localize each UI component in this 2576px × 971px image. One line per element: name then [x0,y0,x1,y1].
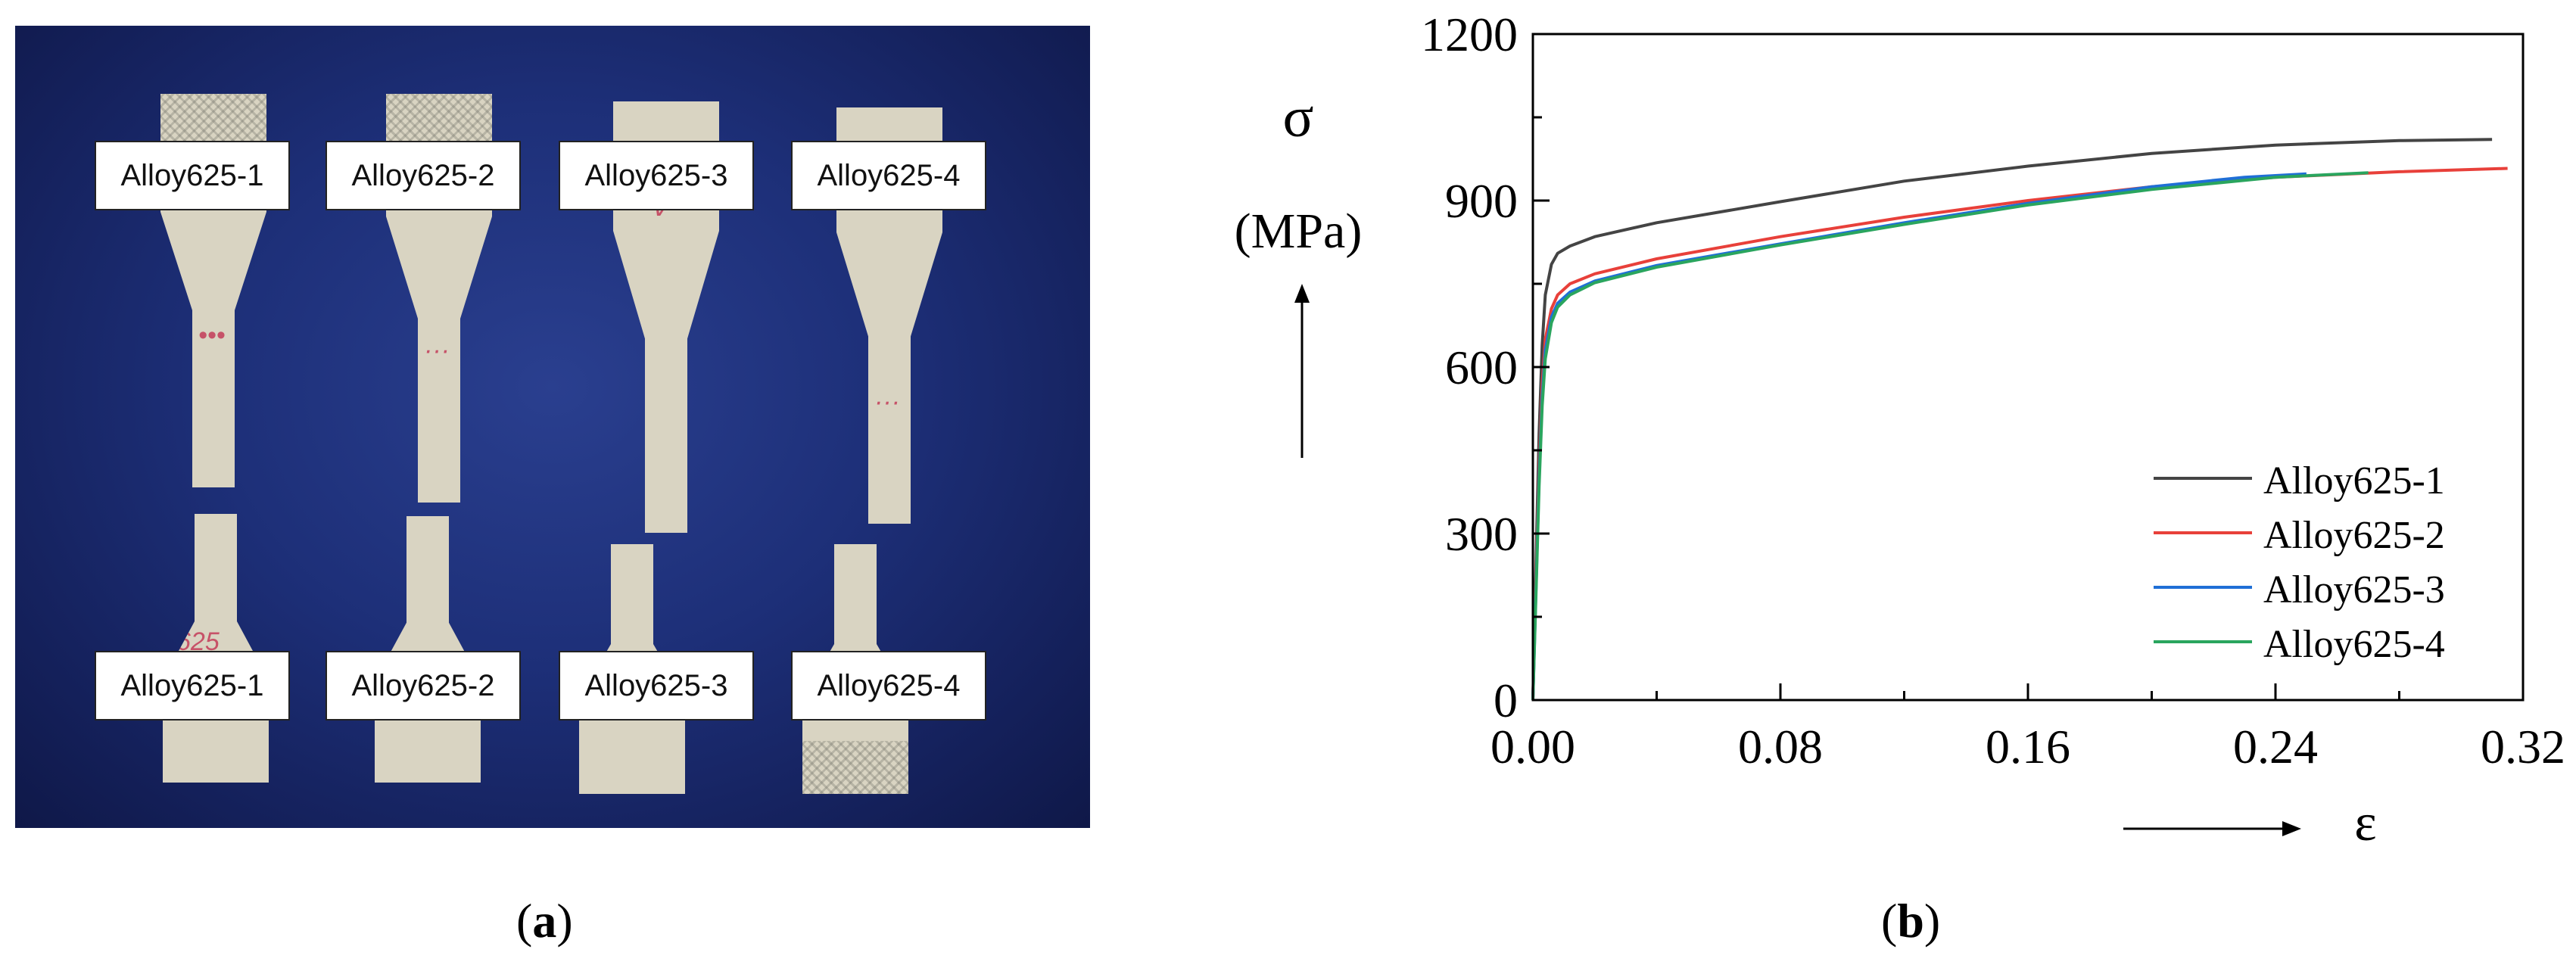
y-axis-arrowhead [1294,284,1310,303]
specimen-label-bottom-4: Alloy625-4 [791,651,986,720]
x-axis-symbol: ε [2354,794,2376,852]
x-axis-arrowhead [2282,821,2301,836]
panel-b-caption: (b) [1881,894,1941,948]
specimen-label-top-3: Alloy625-3 [559,141,754,210]
panel-a-letter: a [532,894,557,948]
specimen-bottom-2 [375,516,481,783]
x-tick-label: 0.24 [2233,720,2318,773]
y-tick-label: 0 [1494,674,1518,727]
specimen-bottom-1: 625 [163,514,269,783]
ticks: 0.00 0.08 0.16 0.24 0.32 0 300 600 900 1200 [1421,8,2565,773]
y-axis-symbol: σ [1283,86,1314,149]
specimen-label-top-2: Alloy625-2 [326,141,521,210]
specimen-label-top-1: Alloy625-1 [95,141,290,210]
specimen-label-bottom-3: Alloy625-3 [559,651,754,720]
series-line-alloy625-1 [1531,138,2493,701]
y-tick-label: 600 [1445,341,1518,394]
x-tick-label: 0.00 [1490,720,1575,773]
specimen-label-top-4: Alloy625-4 [791,141,986,210]
x-tick-label: 0.32 [2481,720,2565,773]
plot-area [1531,138,2508,701]
legend-label: Alloy625-1 [2263,459,2445,503]
specimen-label-bottom-2: Alloy625-2 [326,651,521,720]
y-axis-unit: (MPa) [1235,204,1363,259]
y-tick-label: 1200 [1421,8,1518,61]
y-tick-label: 900 [1445,174,1518,228]
series-line-alloy625-4 [1531,171,2369,701]
legend: Alloy625-1 Alloy625-2 Alloy625-3 Alloy625-4 [2154,459,2445,666]
stress-strain-chart: 0.00 0.08 0.16 0.24 0.32 0 300 600 900 1200 Alloy… [1235,8,2565,852]
panel-a-caption: (a) [516,894,573,948]
x-tick-label: 0.16 [1986,720,2070,773]
legend-label: Alloy625-2 [2263,514,2445,557]
legend-label: Alloy625-3 [2263,568,2445,612]
series-line-alloy625-2 [1531,167,2508,701]
series-line-alloy625-3 [1531,172,2307,701]
specimen-label-bottom-1: Alloy625-1 [95,651,290,720]
legend-label: Alloy625-4 [2263,623,2445,666]
x-tick-label: 0.08 [1738,720,1823,773]
specimen-photo: ••• ··· ⅴ ··· 625 Alloy625-1 Alloy625-2 … [15,26,1090,828]
panel-b-letter: b [1897,894,1924,948]
y-tick-label: 300 [1445,507,1518,561]
